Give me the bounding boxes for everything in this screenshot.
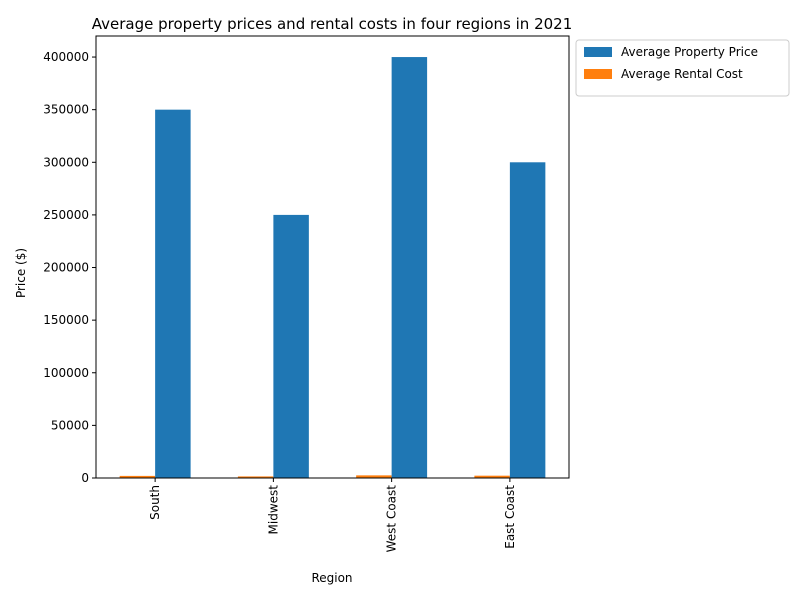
legend: Average Property Price Average Rental Cos… xyxy=(575,39,790,97)
y-tick-label: 350000 xyxy=(43,103,89,117)
bar xyxy=(356,475,392,478)
legend-swatch xyxy=(584,69,612,79)
y-tick-label: 300000 xyxy=(43,155,89,169)
y-axis-label: Price ($) xyxy=(14,248,28,298)
x-axis-label: Region xyxy=(311,571,352,585)
x-tick-label: South xyxy=(148,485,162,520)
bar xyxy=(391,57,428,479)
bar xyxy=(509,162,546,479)
axes: 0 50000 100000 150000 200000 250000 300000 3500… xyxy=(43,35,570,553)
x-tick-label: East Coast xyxy=(503,485,517,549)
plot-frame xyxy=(95,35,570,479)
y-tick-label: 150000 xyxy=(43,313,89,327)
chart-title: Average property prices and rental costs… xyxy=(92,15,573,33)
bar xyxy=(119,475,156,478)
x-tick-label: West Coast xyxy=(385,485,399,553)
legend-label: Average Property Price xyxy=(621,45,758,59)
legend-swatch xyxy=(584,47,612,57)
legend-box xyxy=(575,39,790,97)
y-tick-label: 250000 xyxy=(43,208,89,222)
y-tick-label: 0 xyxy=(81,471,89,485)
bar xyxy=(237,476,274,478)
x-tick-label: Midwest xyxy=(266,485,280,535)
bar xyxy=(155,109,191,479)
bar xyxy=(273,214,309,478)
bars xyxy=(119,57,546,479)
legend-label: Average Rental Cost xyxy=(621,67,743,81)
y-tick-label: 50000 xyxy=(51,418,89,432)
y-tick-label: 400000 xyxy=(43,50,89,64)
bar xyxy=(474,475,510,478)
y-tick-label: 200000 xyxy=(43,261,89,275)
y-tick-label: 100000 xyxy=(43,366,89,380)
